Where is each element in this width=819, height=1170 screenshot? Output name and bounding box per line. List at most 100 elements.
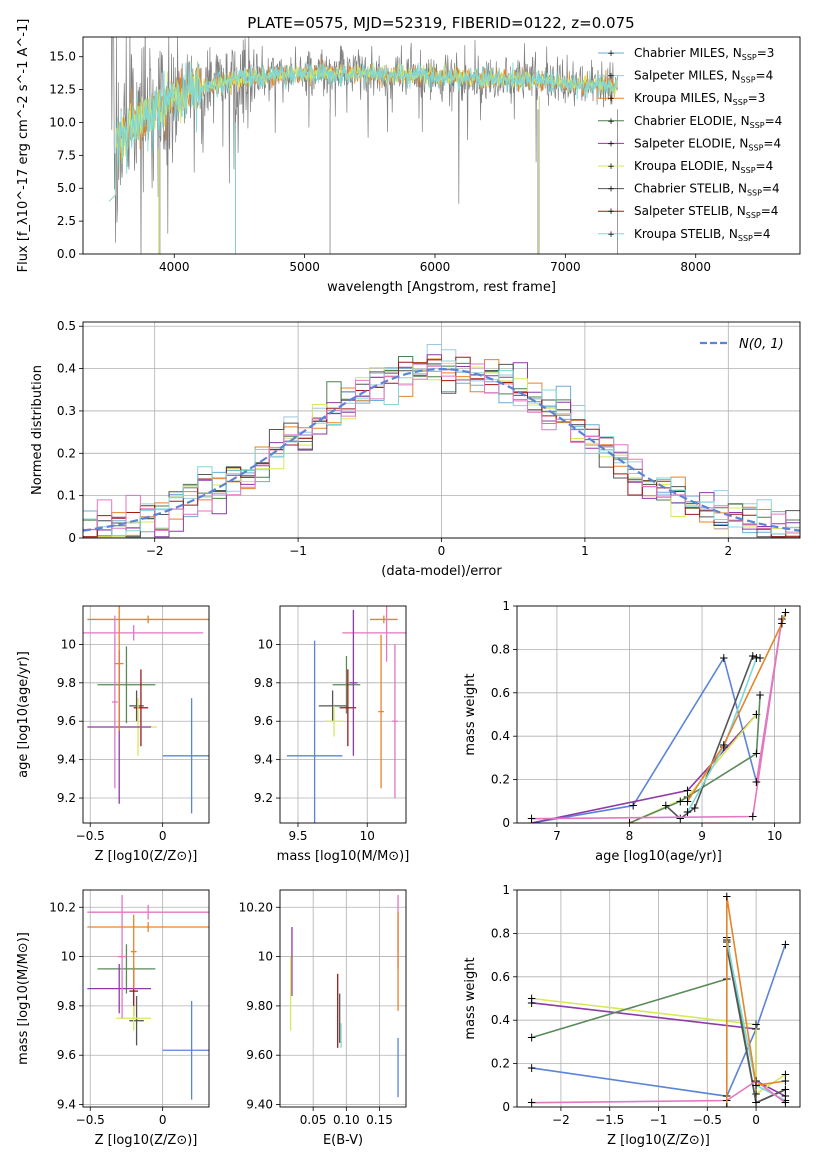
data-point-marker: + [780,1067,790,1081]
legend-marker: + [607,185,615,195]
data-point-marker: + [751,1078,761,1092]
figure-title: PLATE=0575, MJD=52319, FIBERID=0122, z=0… [247,14,634,32]
x-tick-label: 5000 [289,260,320,274]
series-line [531,656,758,823]
y-tick-label: 0.4 [57,362,76,376]
y-tick-label: 0.2 [491,1057,510,1071]
data-point-marker: + [780,1083,790,1097]
axes-frame [82,36,801,255]
data-point-marker: + [719,740,729,754]
x-axis-label: age [log10(age/yr)] [595,849,722,864]
x-tick-label: 9.5 [288,829,307,843]
y-tick-label: 0 [502,816,510,830]
y-tick-label: 0.5 [57,319,76,333]
model-spectrum-line [108,60,618,202]
data-point-marker: + [780,937,790,951]
data-point-marker: + [722,890,732,904]
plot-area [87,894,209,1100]
y-tick-label: 1 [502,883,510,897]
x-axis-label: (data-model)/error [381,564,502,579]
data-point-marker: + [751,1087,761,1101]
data-point-marker: + [675,794,685,808]
residuals-panel: −2 −1 0 1 2 0 0.1 0.2 0.3 0.4 0.5 (data-model)/erro… [30,319,801,579]
histogram-step-line [83,360,800,536]
x-tick-label: 8 [626,829,634,843]
data-point-marker: + [780,606,790,620]
series-line [531,944,787,1098]
data-point-marker: + [624,816,634,830]
y-tick-label: 9.8 [57,999,76,1013]
y-tick-label: 9.8 [57,676,76,690]
x-tick-label: 7 [553,829,561,843]
x-tick-label: 10 [767,829,782,843]
y-tick-label: 0.4 [491,1013,510,1027]
x-tick-label: −0.5 [76,1113,105,1127]
normal-curve-line [83,367,800,532]
legend-marker: + [607,162,615,172]
y-tick-label: 10.0 [49,115,76,129]
series-line [531,1080,786,1104]
series-line [686,657,758,813]
y-tick-label: 9.6 [254,714,273,728]
y-tick-label: 12.5 [49,83,76,97]
y-tick-label: 9.8 [254,676,273,690]
y-tick-label: 9.2 [57,791,76,805]
observed-spectrum-line [109,37,618,254]
y-axis-label: mass [log10(M/M⊙)] [16,932,31,1065]
x-tick-label: 7000 [550,260,581,274]
series-line [531,997,786,1096]
x-tick-label: 6000 [420,260,451,274]
x-tick-label: −2 [552,1113,570,1127]
data-point-marker: + [661,799,671,813]
y-tick-label: 9.2 [254,791,273,805]
x-tick-label: 4000 [159,260,190,274]
data-point-marker: + [527,1096,537,1110]
data-point-marker: + [777,616,787,630]
data-point-marker: + [751,1096,761,1110]
data-point-marker: + [751,775,761,789]
data-point-marker: + [719,738,729,752]
data-point-marker: + [780,1074,790,1088]
legend-label: Chabrier ELODIE, NSSP=4 [634,114,782,130]
series-line [629,694,761,823]
data-point-marker: + [624,816,634,830]
y-tick-label: 10.20 [239,900,273,914]
series-line [531,713,758,823]
y-tick-label: 10 [61,637,76,651]
legend-marker: + [607,117,615,127]
y-axis-label: mass weight [463,673,478,755]
data-point-marker: + [780,1093,790,1107]
axes-frame [516,605,801,824]
legend-marker: + [607,94,615,104]
plot-area: +++++++++++++++++++++++ +++++++ [526,606,791,830]
series-line [531,618,783,820]
y-tick-label: 15.0 [49,50,76,64]
y-tick-label: 9.6 [57,1048,76,1062]
axes-frame [279,889,407,1108]
y-tick-label: 0.6 [491,686,510,700]
y-tick-label: 0.8 [491,642,510,656]
x-tick-label: −1.5 [595,1113,624,1127]
y-tick-label: 0.0 [57,247,76,261]
x-tick-label: 0.10 [333,1113,360,1127]
y-tick-label: 1 [502,599,510,613]
data-point-marker: + [777,612,787,626]
data-point-marker: + [780,1089,790,1103]
y-tick-label: 10 [258,637,273,651]
data-point-marker: + [755,651,765,665]
y-axis-label: mass weight [463,957,478,1039]
legend-label: Chabrier STELIB, NSSP=4 [634,182,780,198]
legend-marker: + [607,207,615,217]
series-line [726,896,786,1107]
histogram-step-line [83,363,800,534]
z-mass-panel: −0.5 0 9.4 9.6 9.8 10 10.2 Z [log10(Z/Z⊙)] mass … [16,889,210,1148]
y-tick-label: 10.2 [49,900,76,914]
axes-frame [82,605,210,824]
data-point-marker: + [751,1018,761,1032]
x-tick-label: −1 [650,1113,668,1127]
y-tick-label: 0.3 [57,404,76,418]
data-point-marker: + [751,708,761,722]
x-axis-label: wavelength [Angstrom, rest frame] [327,280,556,295]
axes-frame [82,889,210,1108]
